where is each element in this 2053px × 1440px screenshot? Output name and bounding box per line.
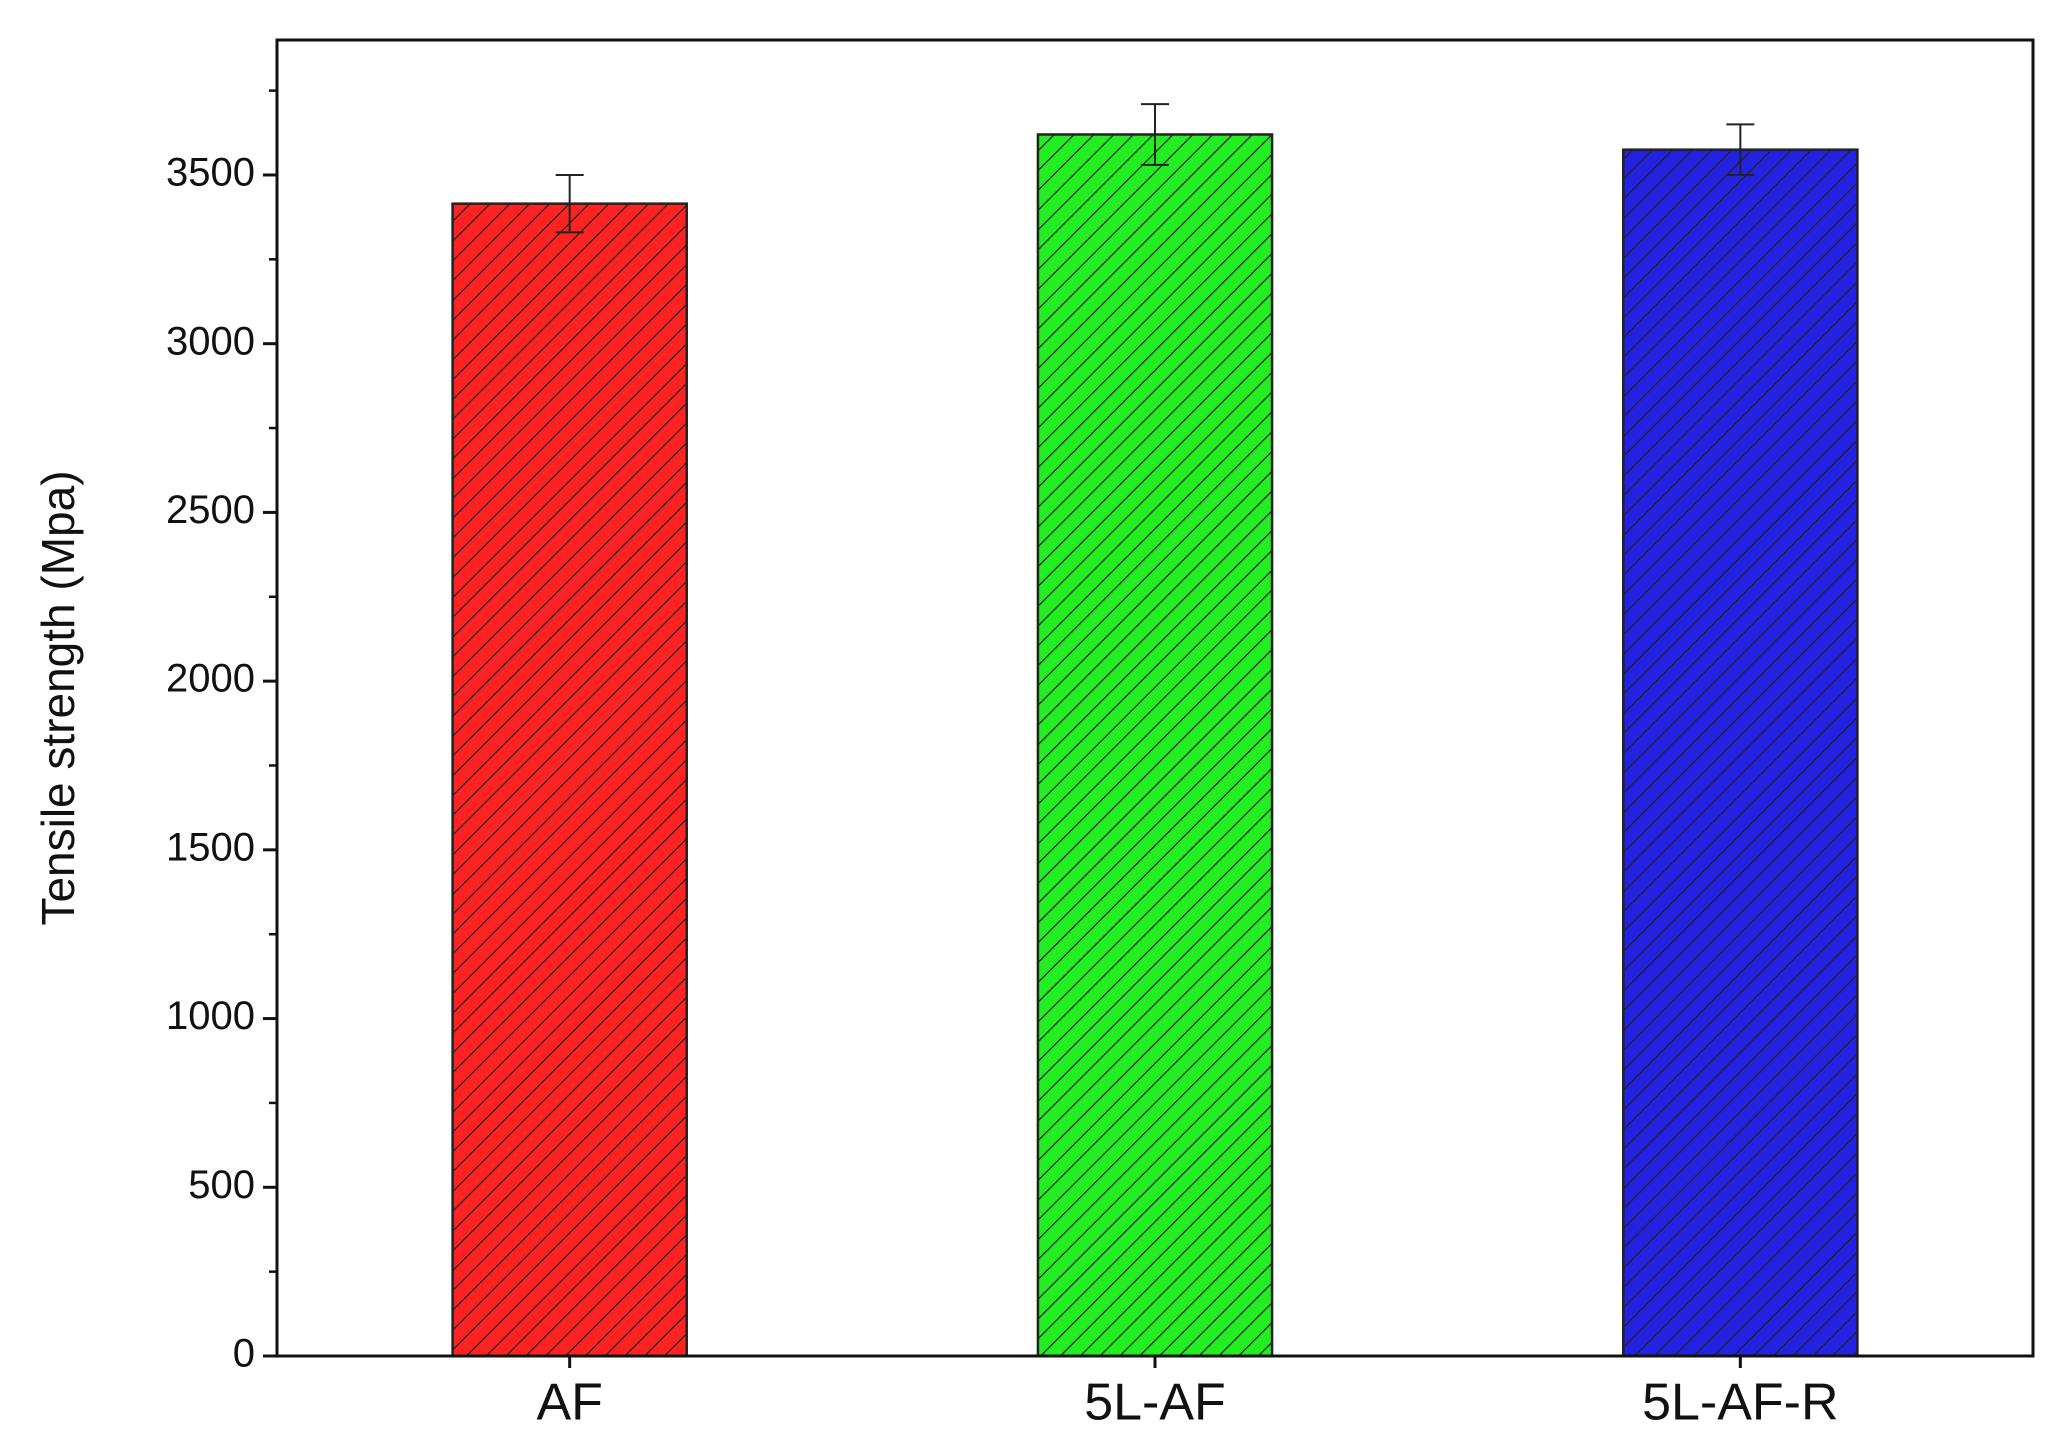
plot-frame — [275, 38, 2035, 1358]
bar — [1036, 133, 1274, 1358]
y-tick-label: 0 — [233, 1332, 255, 1376]
y-tick-label: 3000 — [166, 319, 255, 363]
y-tick-label: 500 — [188, 1163, 255, 1207]
y-tick-label: 1000 — [166, 994, 255, 1038]
bar — [1622, 148, 1859, 1358]
bar — [451, 202, 688, 1358]
x-tick-label: AF — [536, 1374, 602, 1432]
y-tick-label: 3500 — [166, 151, 255, 195]
y-tick-label: 1500 — [166, 825, 255, 869]
y-axis-label: Tensile strength (Mpa) — [32, 470, 84, 925]
y-tick-label: 2500 — [166, 488, 255, 532]
x-tick-label: 5L-AF — [1084, 1374, 1226, 1432]
y-tick-label: 2000 — [166, 657, 255, 701]
x-tick-label: 5L-AF-R — [1642, 1374, 1838, 1432]
